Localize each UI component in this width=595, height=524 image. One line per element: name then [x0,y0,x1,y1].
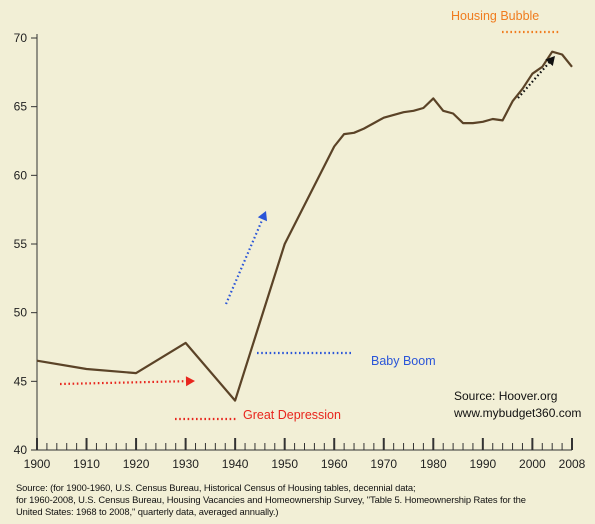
source-note-mybudget: www.mybudget360.com [453,406,581,420]
series-layer [36,50,573,402]
x-tick-label: 1980 [420,457,447,471]
baby-boom-arrow-head [257,211,268,222]
x-tick-label: 1930 [172,457,199,471]
footer-line: Source: (for 1900-1960, U.S. Census Bure… [16,482,416,493]
baby-boom-label: Baby Boom [371,354,436,368]
source-note-hoover: Source: Hoover.org [454,389,557,403]
x-tick-label: 1970 [370,457,397,471]
y-tick-label: 60 [14,168,28,182]
annotations-layer: Housing Bubble Baby Boom Great Depression [59,9,560,422]
footer-source-citation: Source: (for 1900-1960, U.S. Census Bure… [16,482,591,518]
x-tick-label: 2000 [519,457,546,471]
x-tick-label: 1990 [469,457,496,471]
x-tick-label: 1910 [73,457,100,471]
great-depression-label: Great Depression [243,408,341,422]
x-tick-label: 1960 [321,457,348,471]
great-depression-arrow [59,380,189,386]
y-tick-label: 70 [14,31,28,45]
housing-bubble-arrow-head [545,56,555,67]
baby-boom-arrow [224,216,265,305]
y-tick-label: 40 [14,443,28,457]
x-tick-label: 1920 [123,457,150,471]
homeownership-rate-line [36,50,573,402]
footer-line: United States: 1968 to 2008," quarterly … [16,506,279,517]
axes: 40 45 50 55 60 65 70 1900 1910 1920 1930 1940 1950 19… [14,31,586,471]
housing-bubble-label: Housing Bubble [451,9,539,23]
y-tick-label: 55 [14,237,28,251]
x-tick-label: 2008 [559,457,586,471]
homeownership-chart: 40 45 50 55 60 65 70 1900 1910 1920 1930 1940 1950 19… [14,9,586,471]
y-tick-label: 65 [14,100,28,114]
y-tick-label: 45 [14,374,28,388]
housing-bubble-arrow [517,60,552,99]
great-depression-arrow-head [185,376,195,387]
x-tick-label: 1940 [222,457,249,471]
footer-line: for 1960-2008, U.S. Census Bureau, Housi… [16,494,526,505]
y-tick-label: 50 [14,306,28,320]
x-tick-label: 1950 [271,457,298,471]
x-tick-label: 1900 [24,457,51,471]
